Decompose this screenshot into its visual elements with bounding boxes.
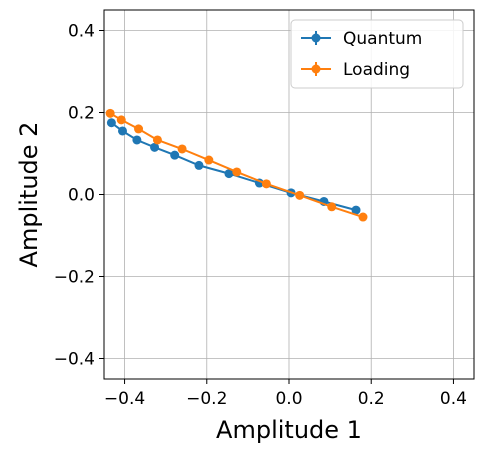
legend-marker (311, 64, 321, 74)
legend-item-quantum: Quantum (301, 29, 422, 49)
x-tick-label: −0.4 (104, 389, 145, 409)
data-point (118, 126, 127, 136)
y-axis-label: Amplitude 2 (15, 122, 43, 268)
legend-label: Quantum (343, 29, 422, 49)
y-tick-label: 0.0 (68, 186, 95, 206)
x-tick-label: 0.0 (275, 389, 302, 409)
y-tick-label: 0.4 (68, 22, 95, 42)
data-point (170, 150, 180, 160)
data-point (232, 167, 242, 177)
legend-box (290, 19, 464, 89)
data-point (327, 202, 337, 212)
y-tick-label: −0.2 (54, 268, 95, 288)
data-point (204, 155, 214, 165)
data-point (152, 135, 162, 145)
data-point (134, 124, 144, 134)
data-point (116, 115, 126, 125)
legend-label: Loading (343, 60, 410, 80)
series-loading (105, 108, 368, 222)
x-axis-label: Amplitude 1 (216, 416, 362, 444)
data-point (224, 169, 234, 179)
legend: Quantum Loading (290, 19, 464, 89)
data-point (150, 142, 160, 152)
data-point (261, 179, 271, 189)
x-tick-label: 0.2 (358, 389, 385, 409)
data-point (105, 108, 115, 118)
data-point (132, 135, 142, 145)
legend-item-loading: Loading (301, 60, 410, 80)
y-tick-label: 0.2 (68, 104, 95, 124)
ticks: −0.4 −0.2 0.0 0.2 0.4 −0.4 −0.2 0.0 0.2 0.4 (54, 22, 467, 410)
series-layer (105, 108, 368, 222)
data-point (351, 205, 361, 215)
data-point (106, 118, 116, 128)
x-tick-label: −0.2 (186, 389, 227, 409)
data-point (177, 144, 187, 154)
y-tick-label: −0.4 (54, 350, 95, 370)
data-point (295, 190, 305, 200)
data-point (358, 212, 368, 222)
x-tick-label: 0.4 (440, 389, 467, 409)
legend-marker (311, 33, 321, 43)
legend-items: Quantum Loading (301, 29, 422, 80)
data-point (194, 160, 204, 170)
